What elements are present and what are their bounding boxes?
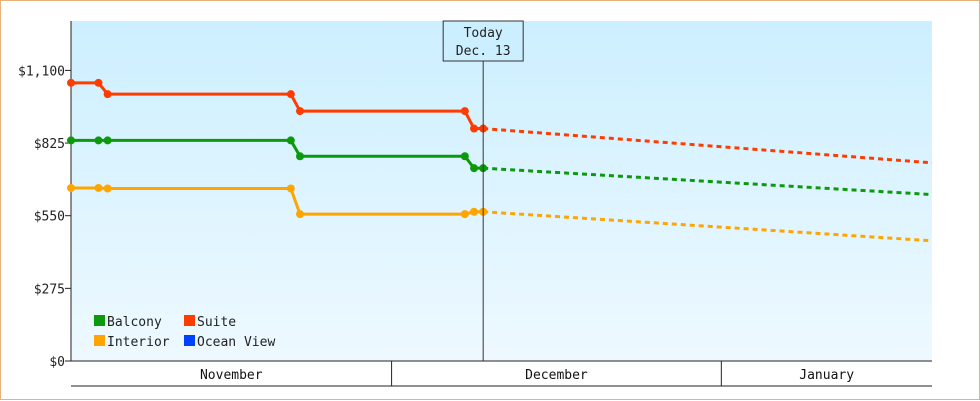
data-point bbox=[286, 136, 295, 145]
legend: Balcony Suite Interior Ocean View bbox=[94, 315, 275, 350]
data-point bbox=[67, 183, 75, 192]
plot-area bbox=[71, 21, 932, 361]
legend-label: Interior bbox=[107, 335, 170, 350]
data-point bbox=[286, 90, 295, 99]
legend-swatch bbox=[94, 335, 105, 346]
legend-label: Suite bbox=[197, 315, 236, 330]
month-label: January bbox=[799, 368, 854, 383]
data-point bbox=[94, 183, 103, 192]
data-point bbox=[460, 152, 469, 161]
data-point bbox=[470, 164, 479, 173]
today-box bbox=[442, 20, 524, 62]
y-tick-label: $550 bbox=[34, 210, 65, 225]
data-point bbox=[295, 210, 304, 219]
data-point bbox=[470, 124, 479, 133]
y-tick-label: $1,100 bbox=[18, 64, 65, 79]
today-date-label: Dec. 13 bbox=[456, 44, 511, 59]
y-tick-label: $0 bbox=[49, 355, 65, 370]
data-point bbox=[94, 136, 103, 145]
legend-label: Ocean View bbox=[197, 335, 275, 350]
data-point bbox=[67, 136, 75, 145]
x-axis: November December January bbox=[71, 360, 932, 387]
data-point bbox=[67, 78, 75, 87]
forecast-line-suite bbox=[483, 127, 933, 165]
data-point bbox=[295, 152, 304, 161]
month-label: December bbox=[525, 368, 588, 383]
data-point bbox=[286, 184, 295, 193]
legend-swatch bbox=[184, 315, 195, 326]
series-lines bbox=[67, 78, 933, 243]
data-point bbox=[295, 107, 304, 116]
data-point bbox=[103, 90, 112, 99]
legend-label: Balcony bbox=[107, 315, 162, 330]
forecast-line-interior bbox=[483, 210, 933, 243]
data-point bbox=[460, 107, 469, 116]
legend-swatch bbox=[184, 335, 195, 346]
month-label: November bbox=[200, 368, 263, 383]
data-point bbox=[94, 78, 103, 87]
data-point bbox=[470, 207, 479, 216]
data-point bbox=[103, 184, 112, 193]
legend-swatch bbox=[94, 315, 105, 326]
y-tick-label: $825 bbox=[34, 137, 65, 152]
data-point bbox=[103, 136, 112, 145]
y-axis: $0 $275 $550 $825 $1,100 bbox=[18, 21, 72, 370]
forecast-line-balcony bbox=[483, 166, 933, 197]
y-tick-label: $275 bbox=[34, 282, 65, 297]
data-point bbox=[460, 210, 469, 219]
today-label: Today bbox=[464, 26, 503, 41]
today-marker: Today Dec. 13 bbox=[442, 20, 524, 361]
